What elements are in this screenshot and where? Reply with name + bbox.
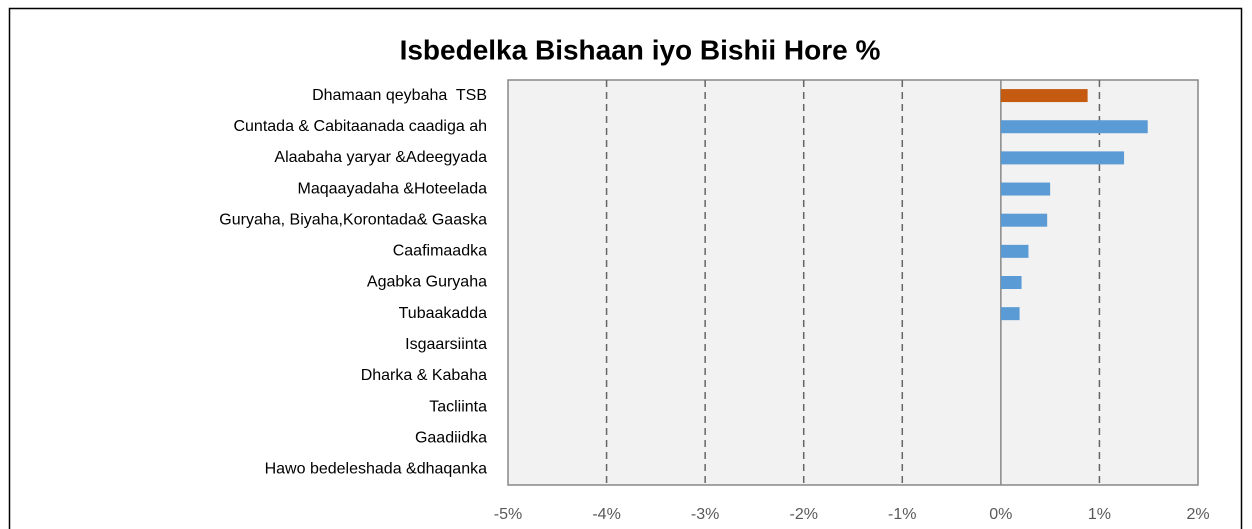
bar (1000, 182, 1051, 196)
y-tick-label: Maqaayadaha &Hoteelada (298, 180, 488, 197)
x-tick-label: 2% (1186, 506, 1209, 523)
bar (1000, 120, 1148, 134)
y-tick-label: Isgaarsiinta (405, 336, 487, 353)
bar (1000, 89, 1088, 103)
y-tick-label: Agabka Guryaha (367, 274, 487, 291)
x-tick-label: 1% (1088, 506, 1111, 523)
bar (1000, 151, 1125, 165)
y-tick-label: Hawo bedeleshada &dhaqanka (265, 461, 488, 478)
x-tick-label: 0% (989, 506, 1012, 523)
y-tick-label: Tacliinta (429, 398, 487, 415)
y-tick-label: Dhamaan qeybaha TSB (312, 87, 487, 104)
y-tick-label: Caafimaadka (393, 243, 487, 260)
y-tick-label: Dharka & Kabaha (361, 367, 487, 384)
bar (1000, 244, 1029, 258)
bar (1000, 307, 1020, 321)
chart-title: Isbedelka Bishaan iyo Bishii Hore % (400, 34, 881, 65)
y-tick-label: Alaabaha yaryar &Adeegyada (274, 149, 487, 166)
x-tick-label: -3% (691, 506, 719, 523)
x-tick-label: -4% (592, 506, 620, 523)
y-tick-label: Guryaha, Biyaha,Korontada& Gaaska (219, 211, 487, 228)
x-tick-label: -5% (494, 506, 522, 523)
bar (1000, 276, 1022, 289)
y-tick-label: Cuntada & Cabitaanada caadiga ah (233, 118, 487, 135)
bar (1000, 213, 1048, 227)
x-tick-label: -2% (789, 506, 817, 523)
y-tick-label: Gaadiidka (415, 429, 487, 446)
plot-area (507, 79, 1199, 486)
x-tick-label: -1% (888, 506, 916, 523)
y-tick-label: Tubaakadda (399, 305, 487, 322)
